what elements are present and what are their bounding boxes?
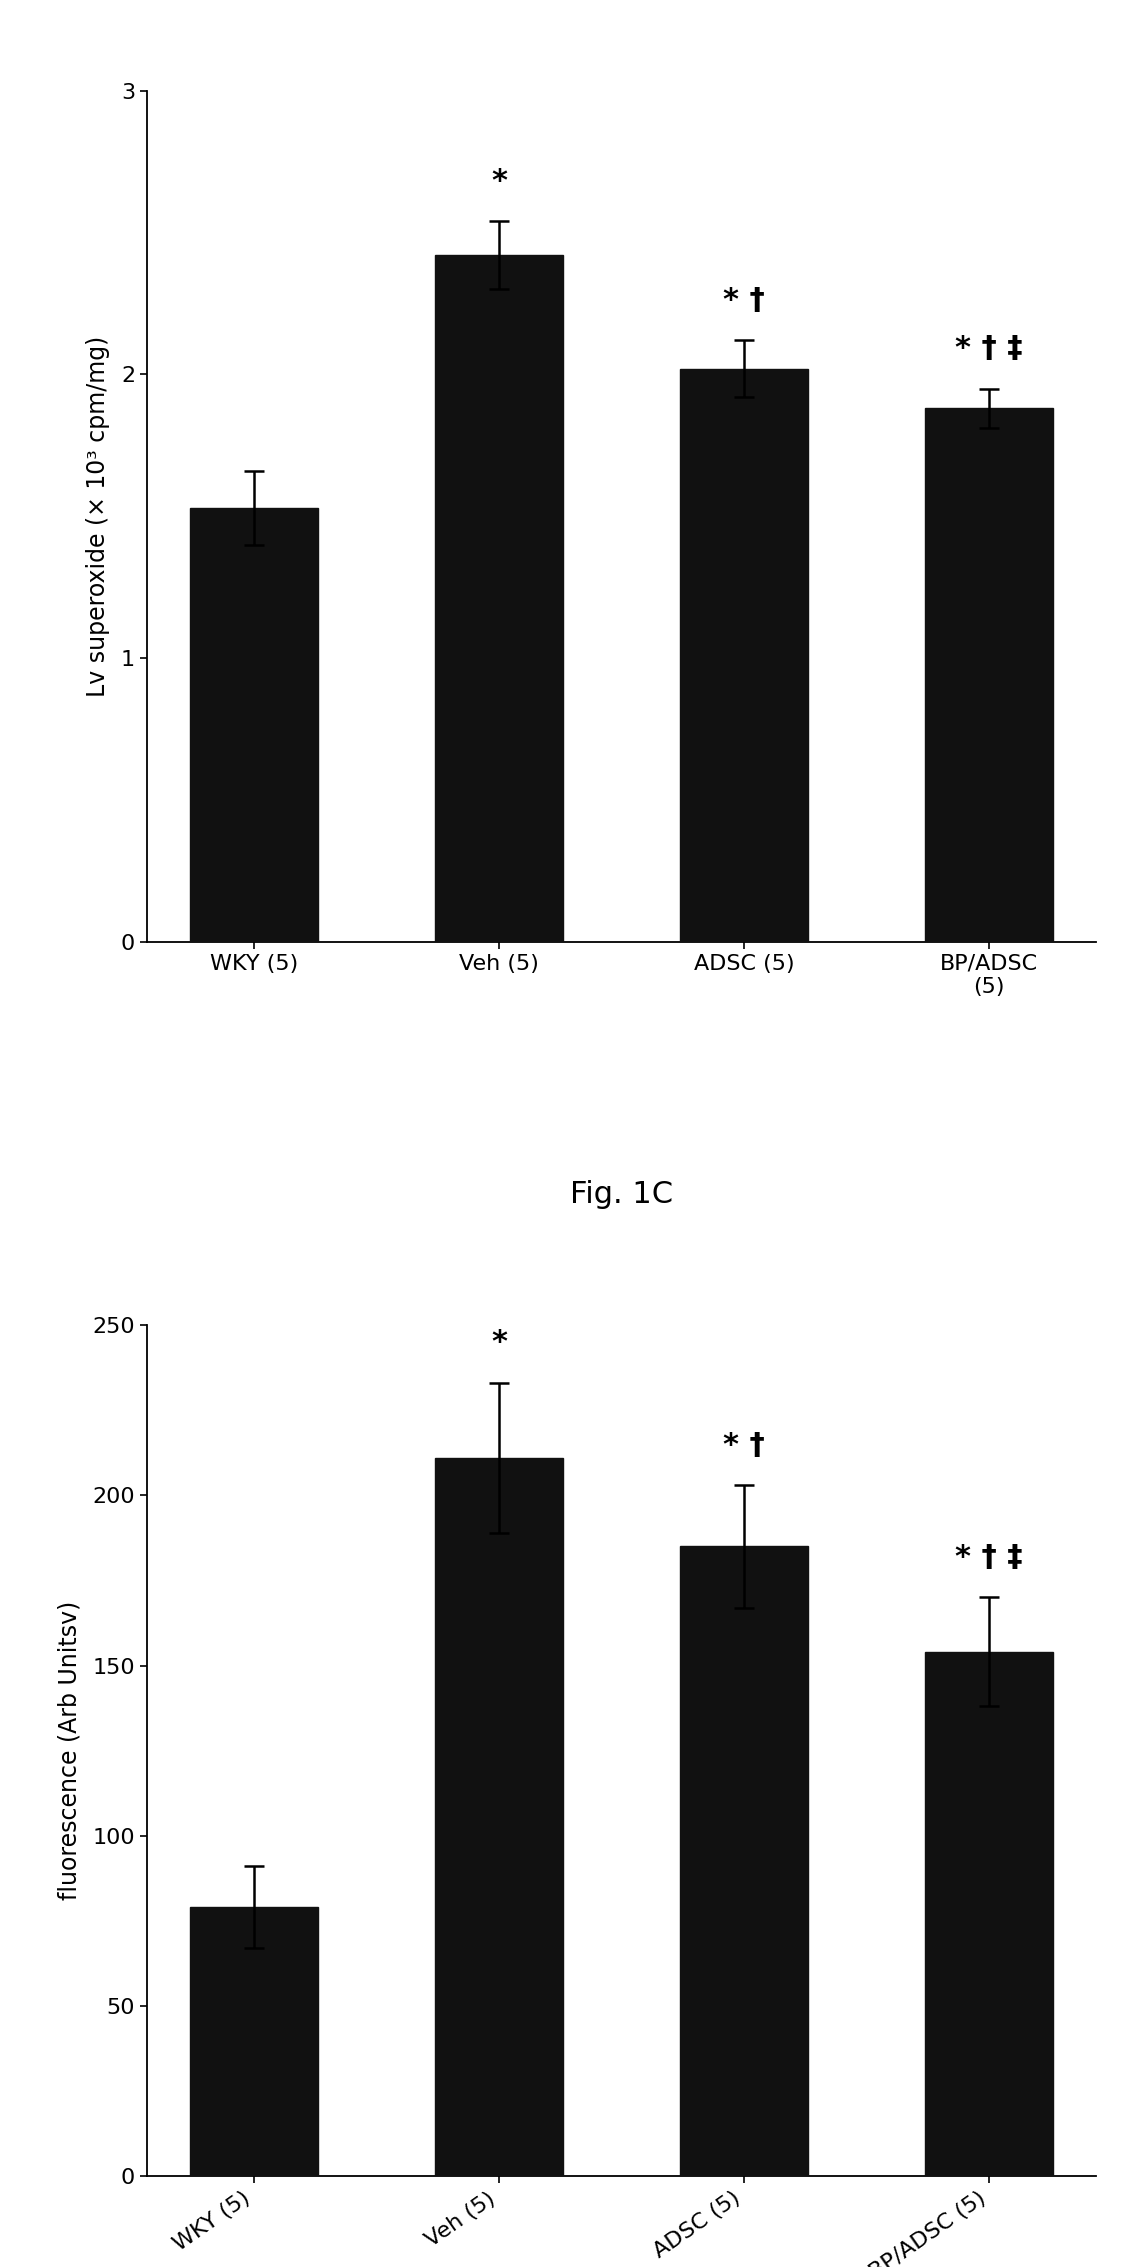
Text: * †: * † [723,1430,765,1460]
Text: *: * [490,1328,507,1358]
Text: *: * [490,168,507,195]
Text: * †: * † [723,286,765,315]
Bar [435,256,563,943]
Bar [190,508,318,943]
Text: * † ‡: * † ‡ [956,1544,1023,1571]
Bar [190,1907,318,2176]
Bar [925,1653,1053,2176]
Bar [925,408,1053,943]
Bar [435,1458,563,2176]
Y-axis label: Lv superoxide (× 10³ cpm/mg): Lv superoxide (× 10³ cpm/mg) [86,336,110,696]
Y-axis label: fluorescence (Arb Unitsv): fluorescence (Arb Unitsv) [58,1601,81,1900]
Text: Fig. 1C: Fig. 1C [570,1181,673,1208]
Text: * † ‡: * † ‡ [956,333,1023,363]
Bar [680,1546,808,2176]
Bar [680,370,808,943]
